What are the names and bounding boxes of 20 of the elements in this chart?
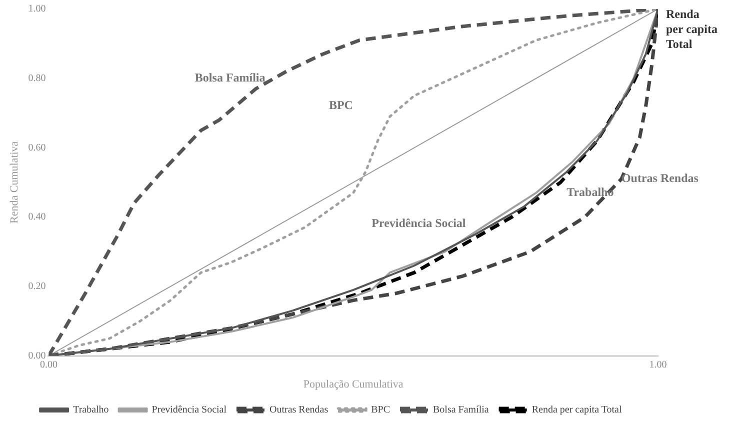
legend-label: Previdência Social: [152, 404, 227, 416]
annotation: Outras Rendas: [621, 171, 699, 186]
y-tick-label: 0.60: [28, 142, 46, 154]
x-axis-title: População Cumulativa: [303, 378, 404, 390]
annotation: Renda per capita Total: [666, 7, 718, 52]
annotation: BPC: [328, 98, 353, 112]
annotation: Previdência Social: [372, 216, 466, 230]
y-tick-label: 0.80: [28, 72, 46, 84]
legend-label: Bolsa Família: [433, 404, 490, 416]
y-axis-title: Renda Cumulativa: [8, 141, 20, 224]
y-tick-label: 0.00: [28, 350, 46, 362]
legend-label: Outras Rendas: [270, 404, 328, 416]
legend-label: BPC: [371, 404, 390, 416]
y-tick-label: 0.40: [28, 212, 46, 223]
annotation: Trabalho: [566, 184, 614, 199]
y-tick-label: 0.20: [28, 281, 46, 292]
legend-label: Renda per capita Total: [532, 404, 622, 416]
annotation: Bolsa Família: [194, 70, 266, 84]
y-tick-label: 1.00: [28, 4, 46, 15]
legend-label: Trabalho: [73, 404, 109, 416]
